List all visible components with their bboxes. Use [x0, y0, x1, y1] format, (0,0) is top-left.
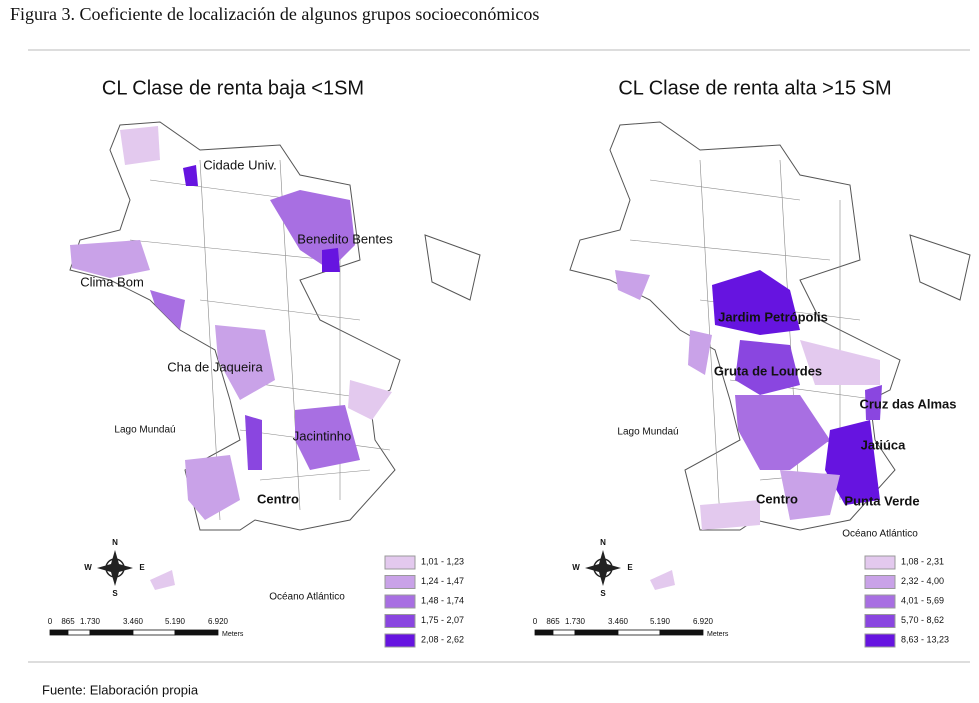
place-label: Lago Mundaú: [114, 425, 175, 436]
legend-swatch: [864, 575, 896, 589]
legend-swatch: [384, 575, 416, 589]
legend-label: 1,08 - 2,31: [901, 556, 944, 566]
place-label: Gruta de Lourdes: [714, 363, 822, 378]
place-label: Clima Bom: [80, 274, 144, 289]
scale-segment: [132, 629, 176, 636]
scale-label: 3.460: [608, 617, 629, 626]
map: CL Clase de renta alta >15 SM Jardim Petr…: [533, 77, 971, 648]
place-label: Jatiúca: [861, 437, 907, 452]
legend-swatch: [864, 614, 896, 628]
map-title: CL Clase de renta baja <1SM: [102, 77, 364, 99]
map: CL Clase de renta baja <1SM Cidade Univ. B…: [48, 77, 481, 648]
legend-label: 2,32 - 4,00: [901, 576, 944, 586]
scale-segment: [574, 629, 619, 636]
compass-letter: N: [600, 538, 606, 547]
legend-swatch: [384, 594, 416, 609]
scale-label: 6.920: [208, 617, 229, 626]
scale-segment: [89, 629, 134, 636]
scale-label: 0: [48, 617, 53, 626]
compass-ring: [593, 558, 613, 578]
legend-swatch: [864, 555, 896, 570]
map-title: CL Clase de renta alta >15 SM: [618, 77, 891, 99]
compass-rose: [585, 550, 621, 586]
legend-label: 1,01 - 1,23: [421, 556, 464, 566]
scale-segment: [534, 629, 554, 636]
scale-label: 6.920: [693, 617, 714, 626]
legend-swatch: [384, 555, 416, 570]
compass-letter: W: [84, 563, 92, 572]
legend-label: 5,70 - 8,62: [901, 615, 944, 625]
scale-unit: Meters: [707, 631, 729, 638]
place-label: Cruz das Almas: [859, 396, 956, 411]
scale-label: 5.190: [165, 617, 186, 626]
compass-ring: [105, 558, 125, 578]
scale-label: 865: [546, 617, 560, 626]
scale-label: 5.190: [650, 617, 671, 626]
compass-letter: E: [627, 563, 633, 572]
legend-label: 4,01 - 5,69: [901, 595, 944, 605]
place-label: Océano Atlántico: [842, 529, 918, 540]
compass-letter: N: [112, 538, 118, 547]
source: Fuente: Elaboración propia: [42, 682, 199, 697]
scale-label: 865: [61, 617, 75, 626]
compass-rose: [97, 550, 133, 586]
scale-segment: [617, 629, 661, 636]
place-label: Cidade Univ.: [203, 157, 276, 172]
place-label: Jacintinho: [293, 428, 352, 443]
legend-swatch: [384, 614, 416, 628]
place-label: Lago Mundaú: [617, 427, 678, 438]
scale-segment: [49, 629, 69, 636]
legend-swatch: [864, 633, 896, 648]
legend-swatch: [864, 594, 896, 609]
scale-label: 1.730: [80, 617, 101, 626]
place-label: Océano Atlántico: [269, 592, 345, 603]
place-label: Centro: [257, 491, 299, 506]
scale-segment: [659, 629, 704, 636]
compass-letter: W: [572, 563, 580, 572]
scale-label: 1.730: [565, 617, 586, 626]
compass-letter: S: [600, 589, 606, 598]
place-label: Jardim Petrópolis: [718, 309, 828, 324]
legend-label: 2,08 - 2,62: [421, 634, 464, 644]
scale-label: 3.460: [123, 617, 144, 626]
scale-unit: Meters: [222, 631, 244, 638]
legend-label: 1,48 - 1,74: [421, 595, 464, 605]
place-label: Punta Verde: [844, 493, 919, 508]
legend-label: 8,63 - 13,23: [901, 634, 949, 644]
place-label: Centro: [756, 491, 798, 506]
scale-label: 0: [533, 617, 538, 626]
scale-segment: [552, 629, 576, 636]
compass-letter: E: [139, 563, 145, 572]
legend-swatch: [384, 633, 416, 648]
compass-letter: S: [112, 589, 118, 598]
scale-segment: [174, 629, 219, 636]
figure-title: Figura 3. Coeficiente de localización de…: [10, 4, 539, 24]
legend-label: 1,24 - 1,47: [421, 576, 464, 586]
scale-segment: [67, 629, 91, 636]
place-label: Cha de Jaqueira: [167, 359, 263, 374]
legend-label: 1,75 - 2,07: [421, 615, 464, 625]
place-label: Benedito Bentes: [297, 231, 393, 246]
